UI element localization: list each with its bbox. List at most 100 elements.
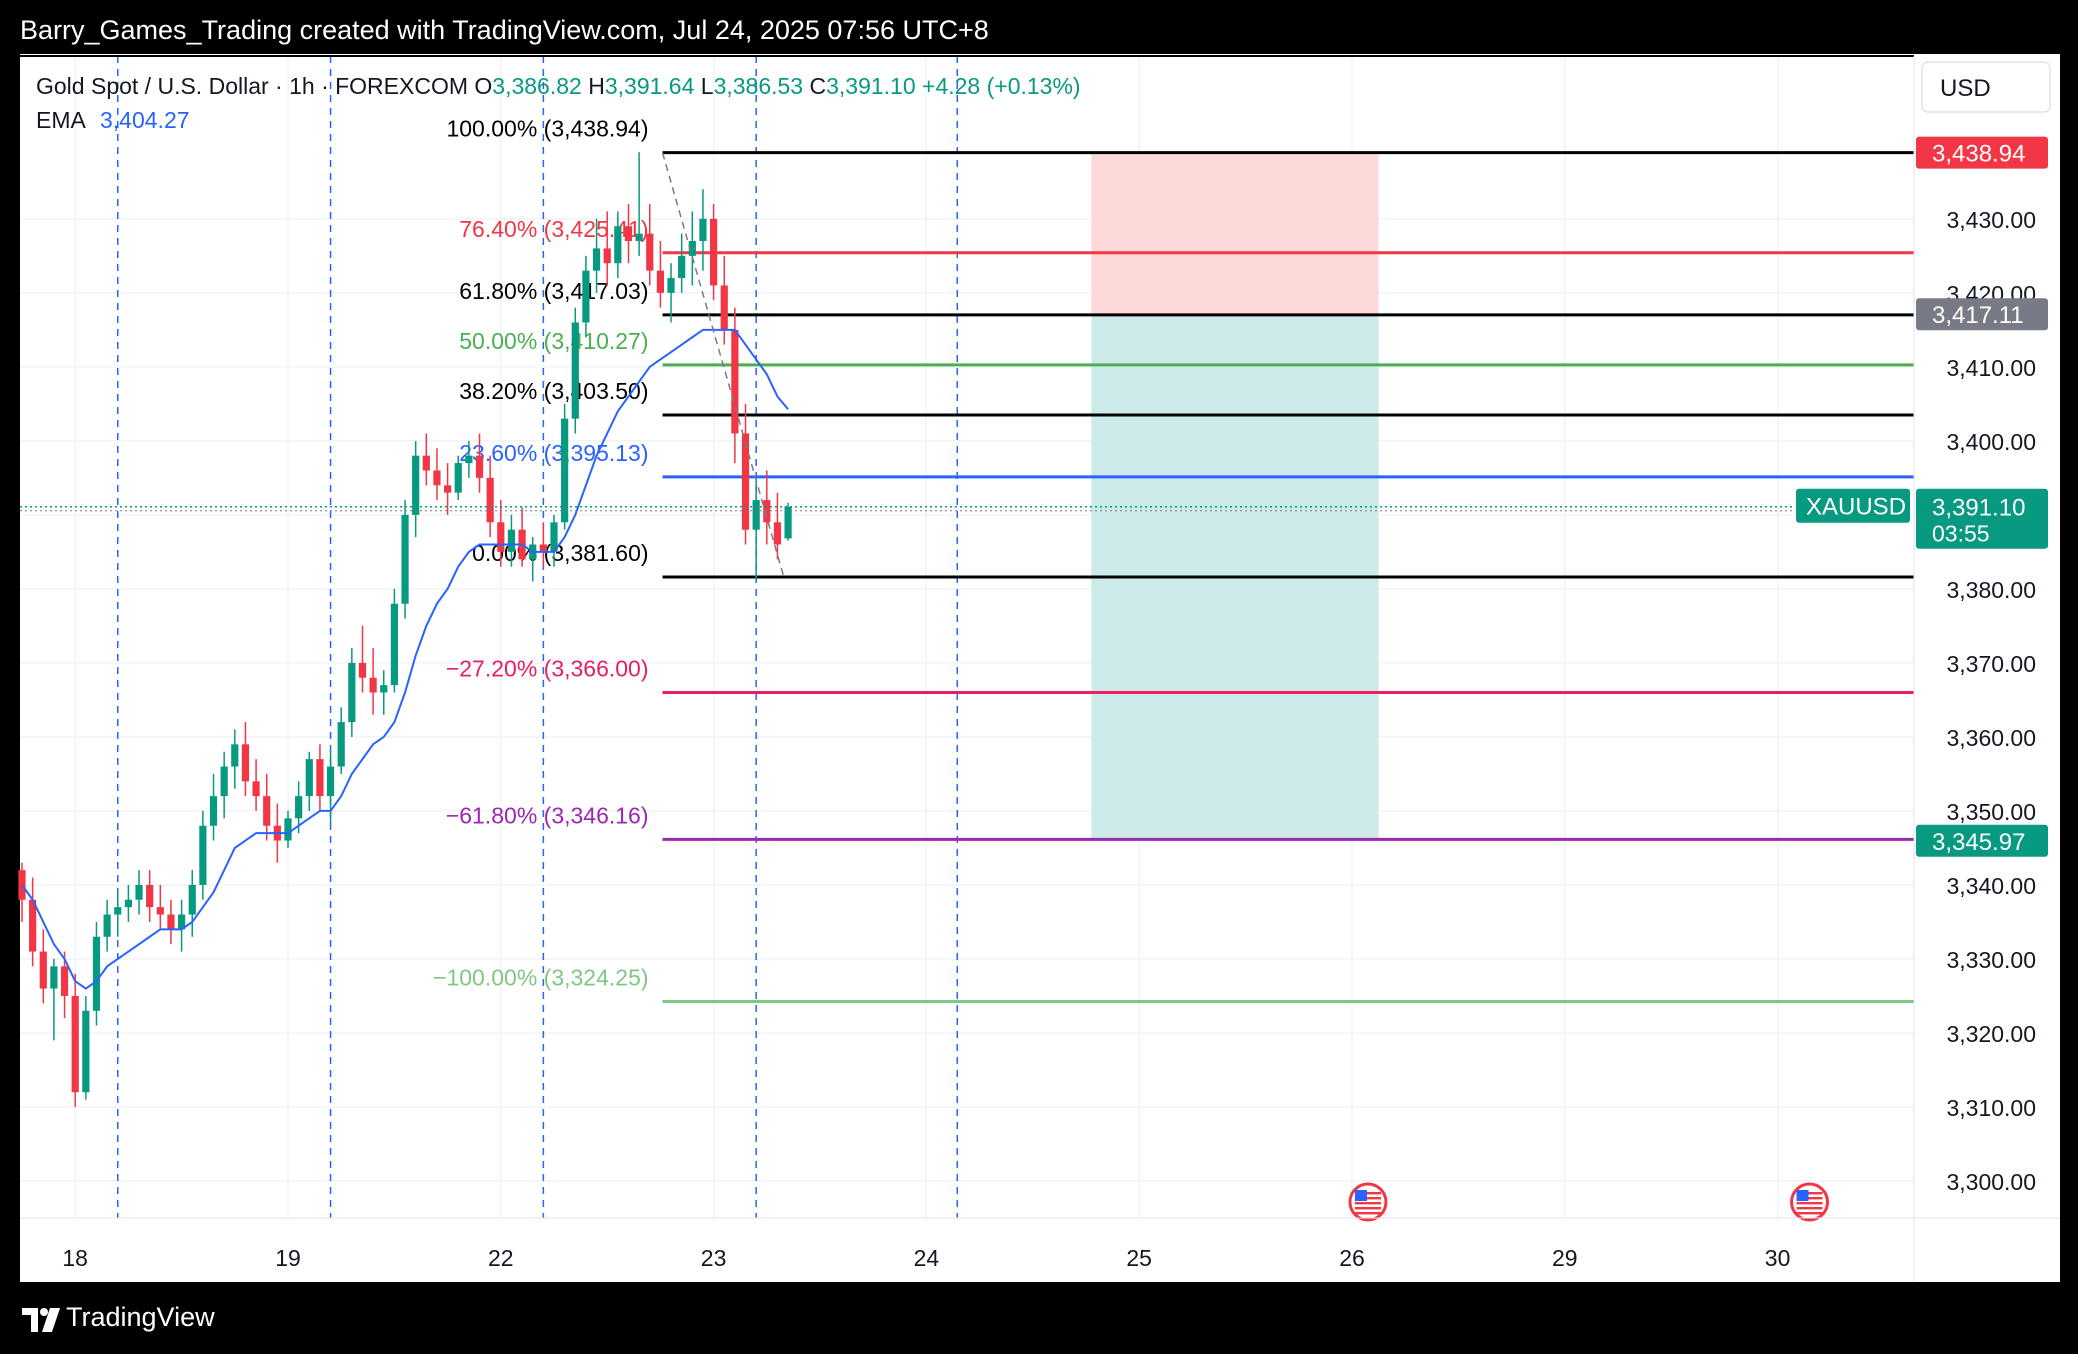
candle-up	[561, 418, 569, 523]
time-axis-tick: 26	[1339, 1245, 1365, 1271]
price-axis-tick: 3,340.00	[1946, 873, 2036, 899]
legend-open: 3,386.82	[492, 73, 588, 99]
legend-open-label: O	[474, 73, 492, 99]
tradingview-brand[interactable]: TradingView	[66, 1302, 215, 1332]
candle-down	[444, 485, 452, 493]
candle-up	[401, 514, 409, 604]
axes: 3,300.00 3,310.00 3,320.00 3,330.00 3,340.00…	[20, 56, 2060, 1282]
legend-title: Gold Spot / U.S. Dollar · 1h · FOREXCOM	[36, 73, 474, 99]
candle-up	[582, 270, 590, 323]
candle-down	[539, 544, 547, 552]
header-title: Barry_Games_Trading created with Trading…	[20, 15, 989, 45]
candle-down	[29, 899, 37, 952]
legend-close-label: C	[809, 73, 826, 99]
fib-level-label: 50.00% (3,410.27)	[459, 328, 648, 354]
candle-down	[773, 522, 782, 545]
candle-up	[348, 662, 356, 723]
currency-label: USD	[1940, 75, 1991, 102]
flag-stripe	[1354, 1207, 1381, 1210]
time-axis-tick: 18	[62, 1245, 88, 1271]
candle-up	[454, 463, 462, 493]
us-economic-event-flag-icon[interactable]	[1790, 1182, 1830, 1222]
price-axis-tick: 3,320.00	[1946, 1021, 2036, 1047]
candle-up	[114, 907, 122, 915]
candle-up	[188, 884, 196, 915]
tradingview-logo-icon[interactable]	[22, 1306, 62, 1334]
candle-up	[135, 884, 143, 900]
flag-stripe	[1796, 1207, 1823, 1210]
fib-level-label: 23.60% (3,395.13)	[459, 440, 648, 466]
candle-down	[263, 796, 271, 826]
position-zones[interactable]	[1091, 152, 1379, 841]
legend-low-label: L	[701, 73, 714, 99]
price-tag-bg	[1916, 824, 2048, 857]
stop-loss-zone	[1091, 152, 1379, 315]
symbol-tag: XAUUSD	[1796, 488, 1910, 523]
candle-up	[82, 1010, 90, 1093]
price-axis-tick: 3,300.00	[1946, 1169, 2036, 1195]
candle-up	[390, 603, 398, 686]
flag-canton	[1354, 1190, 1367, 1201]
candle-up	[295, 796, 303, 819]
flag-stripe	[1354, 1197, 1381, 1200]
candle-down	[369, 677, 377, 693]
price-tag: 3,438.94	[1916, 136, 2048, 169]
price-tag-text: 3,438.94	[1932, 141, 2025, 168]
candle-down	[433, 470, 441, 486]
fib-level-label: 100.00% (3,438.94)	[446, 116, 648, 142]
candle-down	[624, 226, 633, 242]
candle-up	[92, 936, 101, 1011]
fib-level-label: −100.00% (3,324.25)	[433, 965, 648, 991]
footer-bar	[0, 1282, 2078, 1354]
candle-up	[380, 685, 388, 693]
legend-ema-value: 3,404.27	[100, 107, 190, 133]
candle-down	[39, 951, 47, 989]
legend-close: 3,391.10	[826, 73, 922, 99]
us-economic-event-flag-icon[interactable]	[1348, 1182, 1388, 1222]
candle-down	[720, 285, 728, 330]
legend-high: 3,391.64	[605, 73, 701, 99]
price-axis-tick: 3,430.00	[1946, 207, 2036, 233]
candle-up	[305, 759, 313, 797]
flag-stripe	[1354, 1212, 1381, 1215]
annotations	[20, 152, 1830, 1222]
candle-down	[656, 270, 664, 293]
candle-up	[412, 455, 420, 515]
candle-up	[124, 899, 132, 908]
fib-level-label: −27.20% (3,366.00)	[446, 656, 649, 682]
time-axis-tick: 25	[1126, 1245, 1152, 1271]
last-price-value: 3,391.10	[1932, 495, 2025, 522]
currency-button[interactable]: USD	[1921, 61, 2051, 113]
candle-up	[571, 322, 579, 419]
candle-down	[241, 744, 250, 782]
candle-down	[60, 966, 69, 996]
price-axis-tick: 3,400.00	[1946, 429, 2036, 455]
candle-up	[752, 500, 760, 530]
flag-stripe	[1354, 1192, 1381, 1195]
candle-up	[784, 506, 792, 539]
candle-up	[465, 455, 473, 464]
candle-down	[646, 233, 654, 271]
flag-stripe	[1796, 1202, 1823, 1205]
countdown: 03:55	[1932, 521, 1990, 547]
candle-down	[475, 455, 484, 478]
fib-level-label: −61.80% (3,346.16)	[446, 802, 649, 828]
candles	[18, 152, 792, 1107]
time-axis-tick: 22	[488, 1245, 514, 1271]
price-axis-tick: 3,350.00	[1946, 799, 2036, 825]
candle-down	[71, 995, 79, 1093]
price-axis-tick: 3,310.00	[1946, 1095, 2036, 1121]
session-breaks	[20, 55, 1914, 1218]
time-axis-tick: 30	[1765, 1245, 1791, 1271]
price-tag: 3,417.11	[1916, 298, 2048, 331]
candle-down	[156, 907, 164, 915]
ema-line-path	[21, 328, 789, 990]
price-tag-bg	[1916, 298, 2048, 331]
candle-up	[209, 796, 218, 826]
ema-line	[21, 328, 789, 990]
price-tag: 3,345.97	[1916, 824, 2048, 857]
candle-down	[497, 522, 505, 552]
price-tag-text: 3,417.11	[1932, 302, 2024, 329]
price-tag-text: 3,345.97	[1932, 829, 2025, 856]
